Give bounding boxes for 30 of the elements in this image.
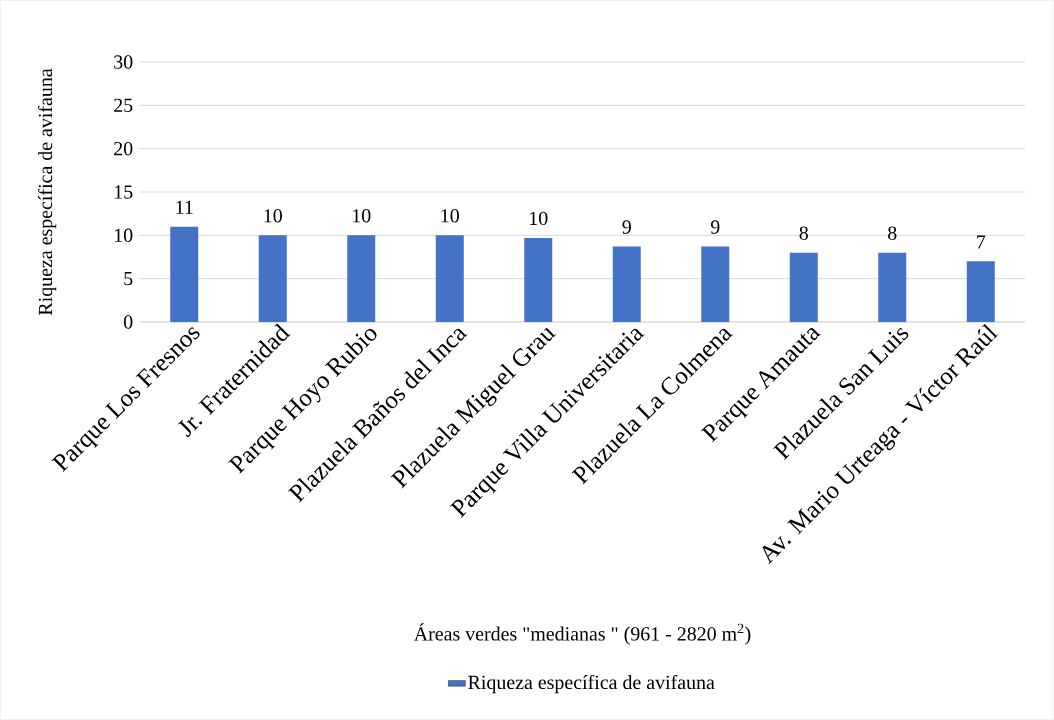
y-tick-label: 15	[114, 185, 133, 199]
y-tick-label: 20	[114, 141, 133, 156]
x-axis-title: Áreas verdes "medianas " (961 - 2820 m$^{2}$)	[413, 623, 751, 645]
data-label: 11	[176, 200, 193, 214]
legend-label: Riqueza específica de avifauna	[468, 674, 715, 694]
bar	[789, 252, 818, 322]
y-tick-label: 10	[114, 228, 133, 243]
y-tick-label: 0	[123, 315, 133, 329]
bar	[878, 252, 907, 322]
bar	[435, 235, 464, 322]
data-label: 10	[530, 211, 548, 226]
data-label: 9	[622, 220, 631, 234]
data-label: 8	[799, 226, 808, 240]
y-tick-label: 25	[114, 98, 133, 113]
bar	[258, 235, 287, 322]
y-tick-label: 30	[114, 55, 133, 69]
data-label: 10	[441, 209, 459, 223]
bar	[612, 246, 641, 322]
bar	[170, 226, 199, 322]
bar	[347, 235, 376, 322]
data-label: 10	[264, 209, 282, 223]
data-label: 8	[888, 226, 897, 240]
data-label: 10	[353, 209, 371, 223]
y-axis-title: Riqueza específica de avifauna	[37, 68, 57, 316]
y-tick-label: 5	[124, 272, 133, 286]
data-label: 7	[977, 235, 986, 249]
bar	[524, 237, 553, 322]
bar	[966, 261, 995, 322]
data-label: 9	[710, 220, 720, 234]
bar	[701, 246, 730, 322]
